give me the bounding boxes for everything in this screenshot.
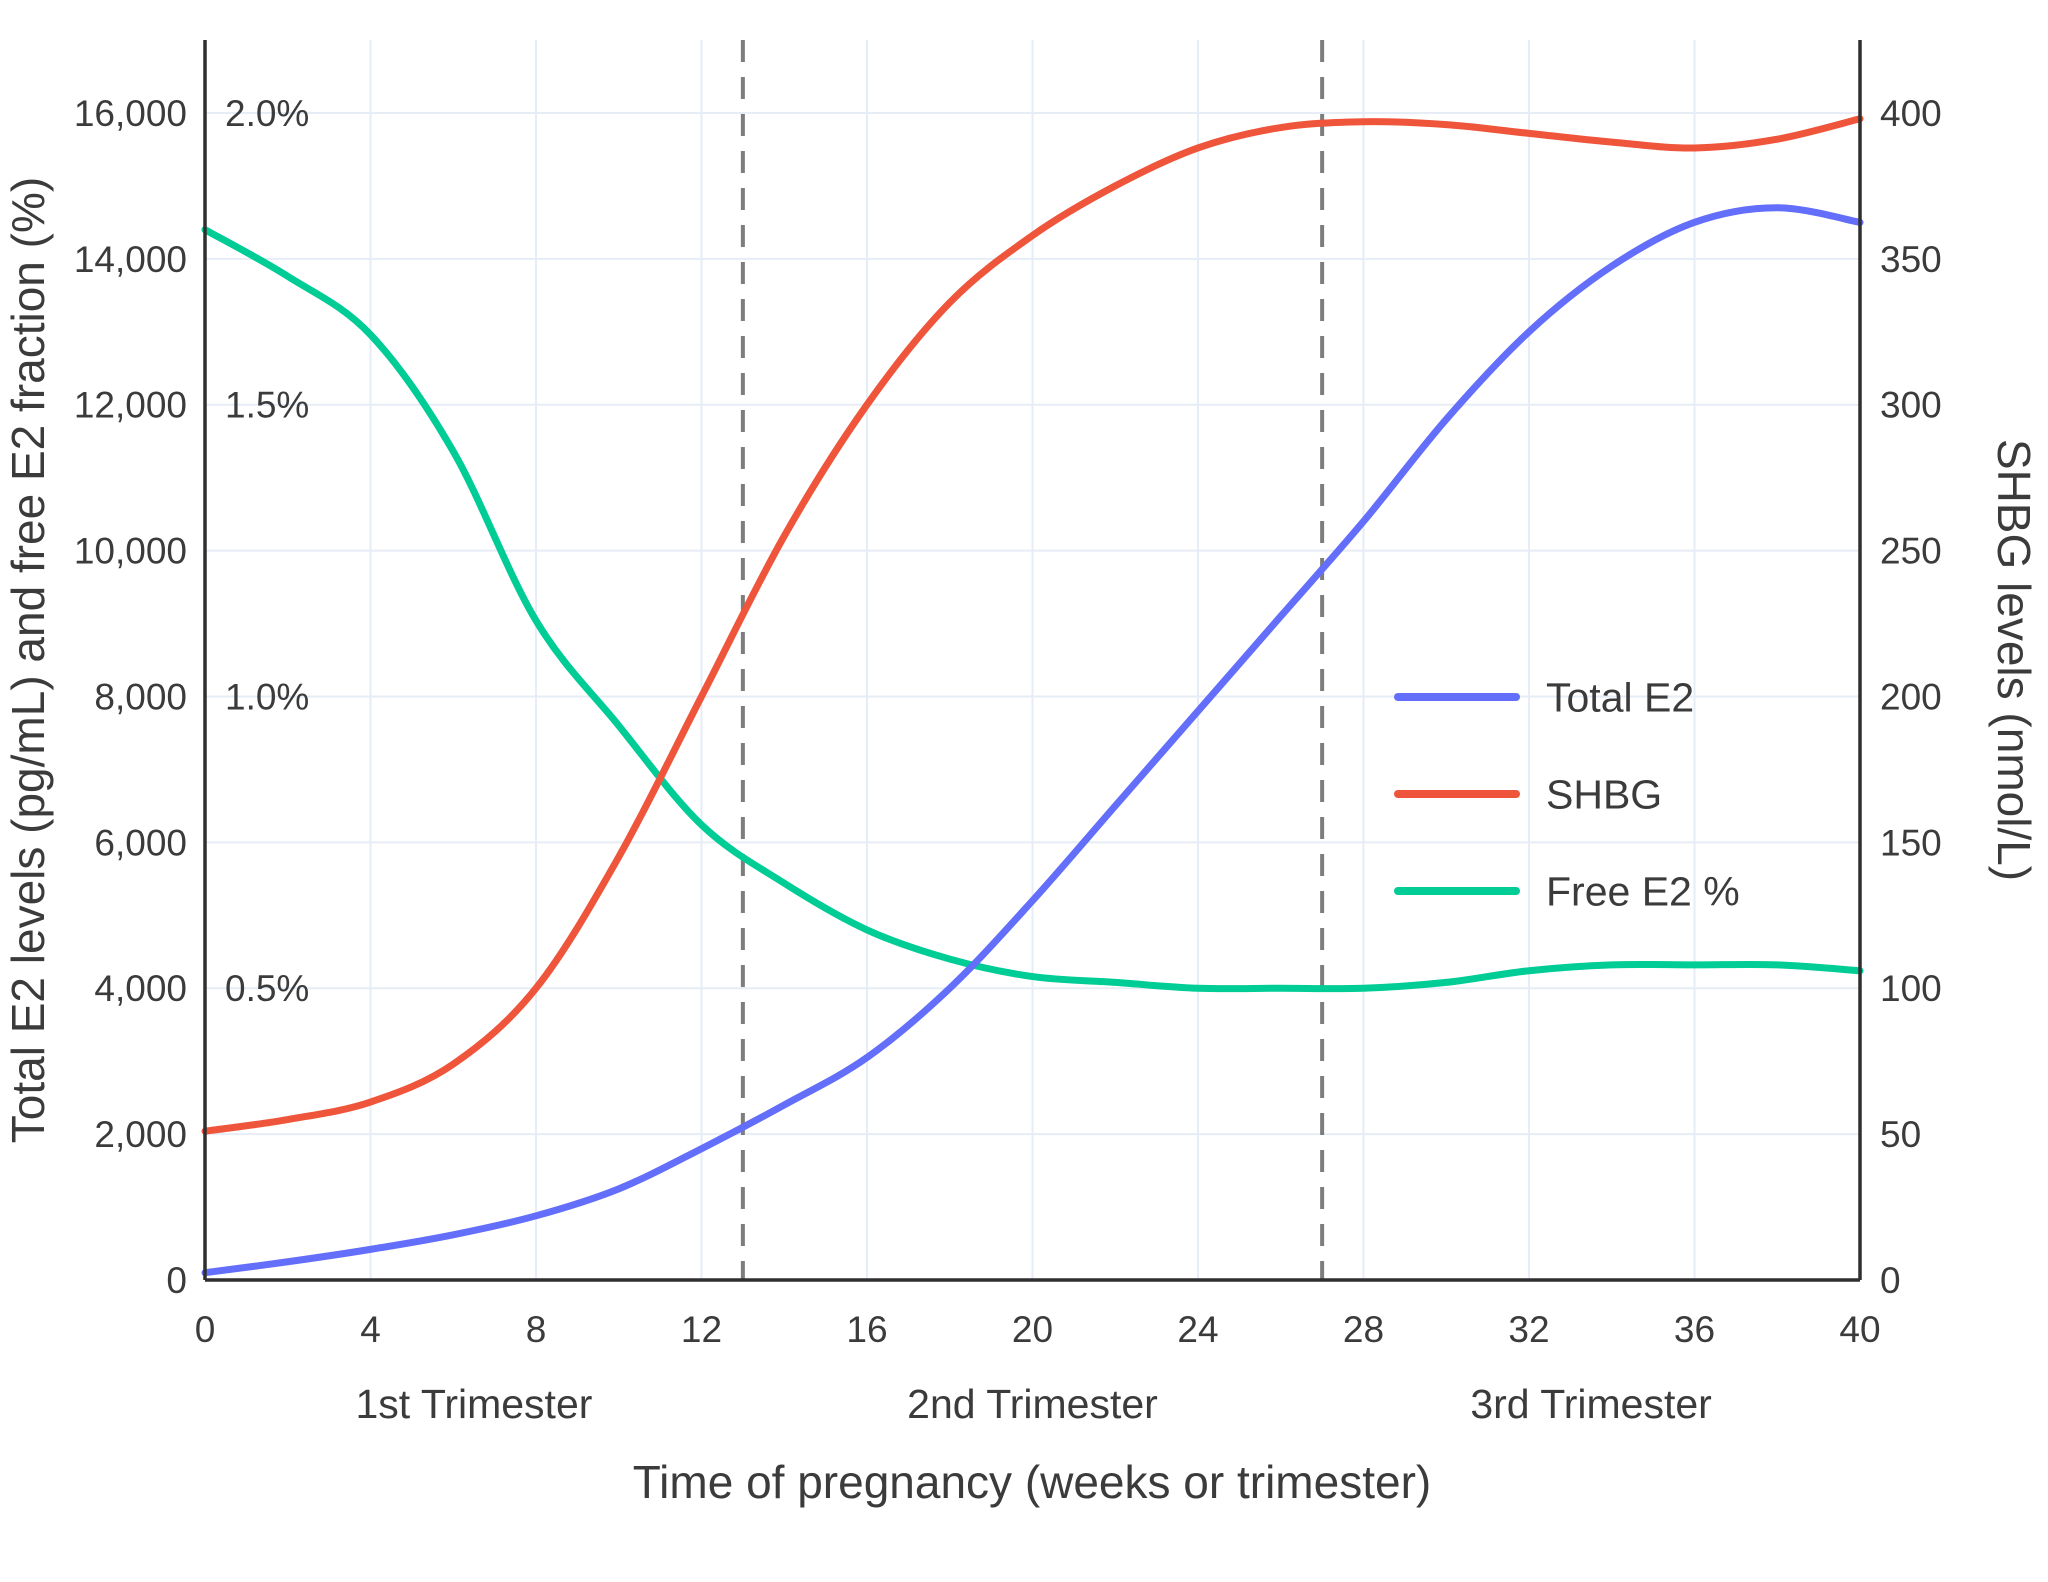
- legend-item-shbg: SHBG: [1394, 771, 1662, 817]
- legend: Total E2 SHBG Free E2 %: [1394, 674, 1740, 914]
- x-tick-label: 12: [681, 1309, 722, 1350]
- free-e2-percent-tick-label: 1.5%: [225, 385, 309, 426]
- y-left-tick-label: 16,000: [74, 93, 187, 134]
- y-left-tick-label: 14,000: [74, 239, 187, 280]
- y-right-tick-label: 200: [1880, 676, 1942, 717]
- free-e2-percent-tick-label: 0.5%: [225, 968, 309, 1009]
- y-right-tick-label: 0: [1880, 1260, 1901, 1301]
- x-tick-label: 32: [1508, 1309, 1549, 1350]
- y-right-tick-label: 400: [1880, 93, 1942, 134]
- y-axis-left-title: Total E2 levels (pg/mL) and free E2 frac…: [2, 177, 54, 1143]
- x-tick-label: 36: [1674, 1309, 1715, 1350]
- x-tick-label: 8: [526, 1309, 547, 1350]
- x-tick-label: 4: [360, 1309, 381, 1350]
- x-tick-label: 40: [1839, 1309, 1880, 1350]
- y-right-tick-label: 50: [1880, 1114, 1921, 1155]
- y-left-tick-label: 2,000: [94, 1114, 187, 1155]
- x-tick-label: 28: [1343, 1309, 1384, 1350]
- trimester-label-1st-trimester: 1st Trimester: [355, 1381, 592, 1427]
- free-e2-percent-tick-label: 1.0%: [225, 676, 309, 717]
- y-right-tick-label: 250: [1880, 531, 1942, 572]
- legend-label-total-e2: Total E2: [1546, 674, 1694, 720]
- x-tick-label: 0: [195, 1309, 216, 1350]
- series-line-shbg: [201, 115, 1864, 1135]
- y-left-tick-label: 10,000: [74, 531, 187, 572]
- y-left-tick-label: 8,000: [94, 676, 187, 717]
- series-line-total-e2: [201, 204, 1864, 1277]
- series-line-free-e2: [201, 226, 1864, 993]
- legend-item-total-e2: Total E2: [1394, 674, 1694, 720]
- legend-label-free-e2: Free E2 %: [1546, 868, 1740, 914]
- grid-layer: [205, 40, 1860, 1280]
- y-right-tick-label: 100: [1880, 968, 1942, 1009]
- y-left-tick-label: 6,000: [94, 822, 187, 863]
- y-axis-right-title: SHBG levels (nmol/L): [1988, 439, 2040, 881]
- y-left-tick-label: 4,000: [94, 968, 187, 1009]
- x-tick-label: 16: [846, 1309, 887, 1350]
- legend-item-free-e2: Free E2 %: [1394, 868, 1740, 914]
- y-left-tick-label: 12,000: [74, 385, 187, 426]
- free-e2-percent-tick-label: 2.0%: [225, 93, 309, 134]
- axis-layer: 0 2,000 4,000 6,000 8,000 10,000 12,000 14,000 1…: [74, 40, 1942, 1427]
- y-right-tick-label: 300: [1880, 385, 1942, 426]
- x-tick-label: 24: [1177, 1309, 1218, 1350]
- trimester-label-3rd-trimester: 3rd Trimester: [1470, 1381, 1712, 1427]
- y-right-tick-label: 150: [1880, 822, 1942, 863]
- x-axis-title: Time of pregnancy (weeks or trimester): [633, 1456, 1431, 1508]
- y-right-tick-label: 350: [1880, 239, 1942, 280]
- y-left-tick-label: 0: [166, 1260, 187, 1301]
- series-layer: [201, 115, 1864, 1277]
- trimester-label-2nd-trimester: 2nd Trimester: [907, 1381, 1158, 1427]
- x-tick-label: 20: [1012, 1309, 1053, 1350]
- legend-label-shbg: SHBG: [1546, 771, 1662, 817]
